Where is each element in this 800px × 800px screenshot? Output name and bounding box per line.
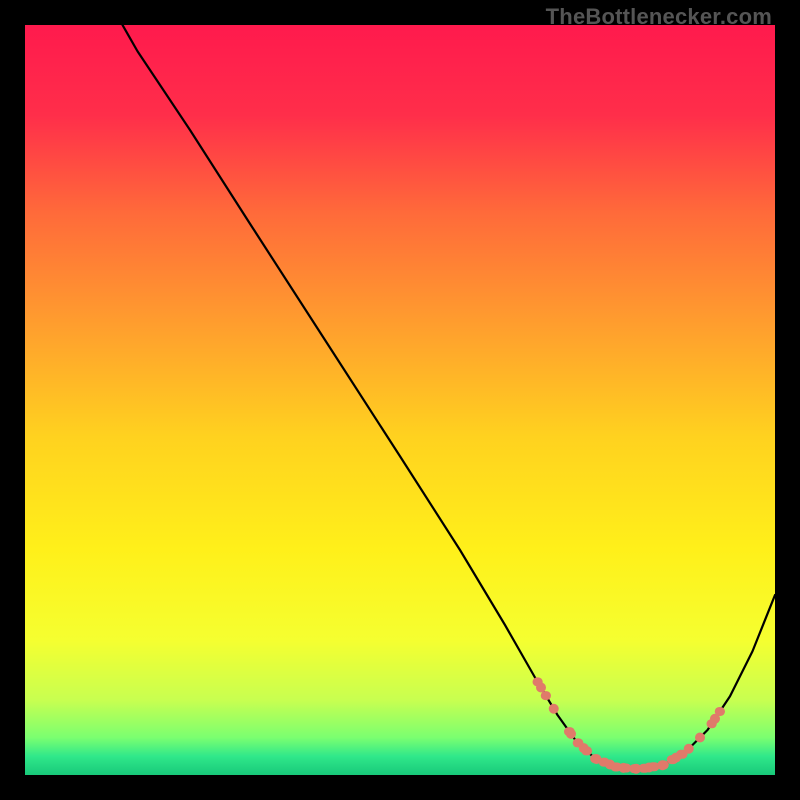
curve-marker [631, 764, 641, 774]
curve-marker [605, 760, 615, 770]
curve-marker [592, 754, 602, 764]
curve-marker [684, 744, 694, 754]
plot-area [25, 25, 775, 775]
curve-marker [579, 743, 589, 753]
curve-marker [619, 763, 629, 773]
curve-layer [25, 25, 775, 775]
curve-marker [536, 683, 546, 693]
curve-marker [695, 733, 705, 743]
curve-marker [658, 760, 668, 770]
curve-marker [671, 753, 681, 763]
curve-marker [710, 714, 720, 724]
marker-group [536, 683, 720, 774]
marker-pill-group [533, 677, 726, 773]
chart-container: TheBottlenecker.com [0, 0, 800, 800]
curve-marker-pill [541, 691, 551, 700]
curve-marker [644, 763, 654, 773]
bottleneck-curve [123, 25, 776, 769]
curve-marker [566, 729, 576, 739]
curve-marker [549, 704, 559, 714]
